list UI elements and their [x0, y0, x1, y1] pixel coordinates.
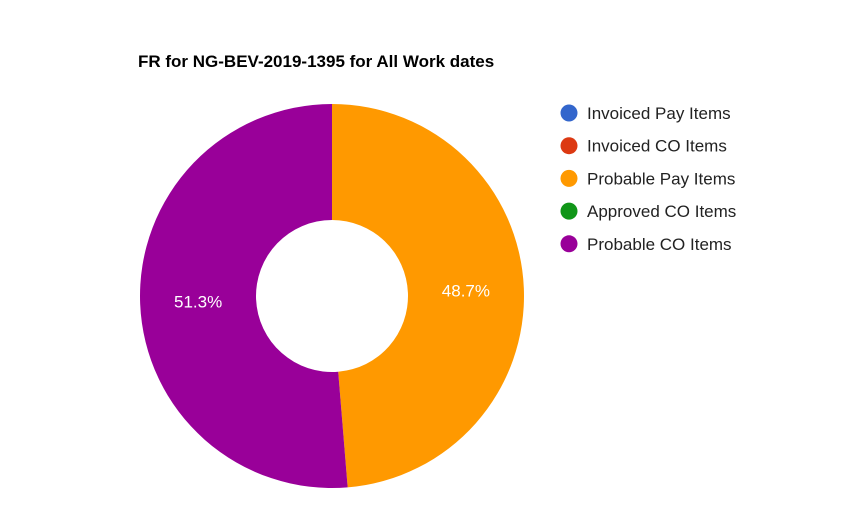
- legend-label[interactable]: Probable CO Items: [587, 235, 732, 254]
- chart-title: FR for NG-BEV-2019-1395 for All Work dat…: [138, 52, 494, 71]
- legend-marker: [560, 104, 578, 122]
- legend-label[interactable]: Approved CO Items: [587, 202, 736, 221]
- slice-label: 48.7%: [442, 282, 490, 301]
- legend-marker: [560, 137, 578, 155]
- legend-marker: [560, 202, 578, 220]
- legend-label[interactable]: Probable Pay Items: [587, 169, 735, 188]
- slice-label: 51.3%: [174, 292, 222, 311]
- slice-probable-pay-items[interactable]: [332, 104, 525, 488]
- legend-marker: [560, 169, 578, 187]
- legend-label[interactable]: Invoiced CO Items: [587, 137, 727, 156]
- legend-label[interactable]: Invoiced Pay Items: [587, 104, 731, 123]
- legend-marker: [560, 235, 578, 253]
- slice-probable-co-items[interactable]: [140, 104, 348, 488]
